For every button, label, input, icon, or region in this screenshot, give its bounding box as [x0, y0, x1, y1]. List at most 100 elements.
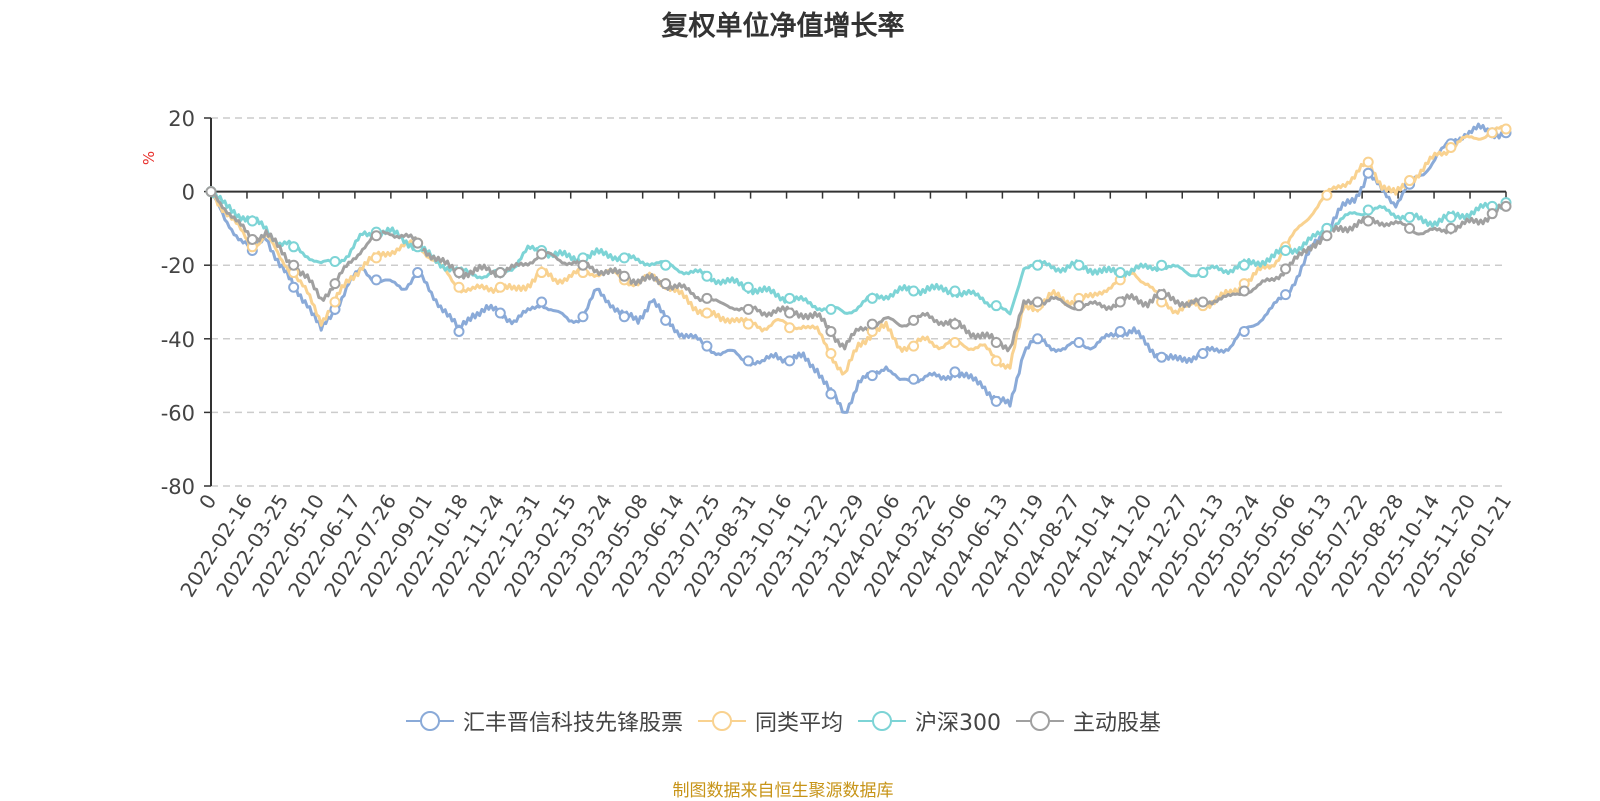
data-point: [1321, 189, 1333, 201]
data-point: [784, 322, 796, 334]
data-point: [784, 292, 796, 304]
data-point: [1073, 336, 1085, 348]
data-point: [412, 237, 424, 249]
data-point: [453, 281, 465, 293]
data-point: [701, 270, 713, 282]
series-line: [210, 190, 1508, 353]
data-point: [370, 274, 382, 286]
data-point: [1486, 127, 1498, 139]
data-point: [1445, 211, 1457, 223]
data-point: [701, 292, 713, 304]
legend-item[interactable]: 沪深300: [857, 705, 1001, 737]
data-point: [329, 278, 341, 290]
legend-label: 同类平均: [754, 711, 843, 736]
data-point: [1280, 244, 1292, 256]
legend-item[interactable]: 主动股基: [1015, 705, 1161, 737]
series-markers: [205, 123, 1512, 407]
data-point: [949, 336, 961, 348]
data-point: [1114, 296, 1126, 308]
x-tick-label: 0: [194, 490, 221, 514]
data-point: [1404, 175, 1416, 187]
data-point: [990, 336, 1002, 348]
data-point: [1362, 167, 1374, 179]
data-point: [288, 259, 300, 271]
data-point: [536, 296, 548, 308]
data-point: [288, 281, 300, 293]
data-point: [618, 252, 630, 264]
data-point: [990, 355, 1002, 367]
data-point: [866, 292, 878, 304]
data-point: [1156, 259, 1168, 271]
data-point: [370, 230, 382, 242]
data-point: [1156, 351, 1168, 363]
data-point: [494, 281, 506, 293]
data-point: [825, 388, 837, 400]
data-point: [1238, 285, 1250, 297]
data-point: [329, 296, 341, 308]
legend-label: 沪深300: [915, 711, 1001, 736]
legend-label: 汇丰晋信科技先锋股票: [462, 711, 683, 736]
data-point: [536, 267, 548, 279]
data-point: [742, 318, 754, 330]
data-point: [1362, 204, 1374, 216]
data-point: [660, 278, 672, 290]
data-point: [660, 314, 672, 326]
data-point: [825, 303, 837, 315]
y-tick-label: -20: [161, 254, 195, 278]
legend-swatch-icon: [405, 711, 454, 731]
legend-item[interactable]: 汇丰晋信科技先锋股票: [405, 705, 683, 737]
data-point: [1321, 230, 1333, 242]
legend-swatch-icon: [858, 711, 906, 731]
y-tick-label: -80: [161, 475, 195, 499]
data-point: [1404, 211, 1416, 223]
data-point: [1197, 296, 1209, 308]
data-point: [1404, 222, 1416, 234]
data-point: [908, 373, 920, 385]
data-point: [1500, 123, 1512, 135]
data-point: [1280, 289, 1292, 301]
chart-title: 复权单位净值增长率: [661, 11, 905, 42]
data-point: [866, 370, 878, 382]
data-point: [825, 325, 837, 337]
data-point: [742, 303, 754, 315]
series-line: [209, 190, 1508, 316]
data-point: [536, 248, 548, 260]
data-point: [1197, 348, 1209, 360]
data-point: [949, 366, 961, 378]
data-point: [370, 252, 382, 264]
data-point: [1032, 296, 1044, 308]
data-point: [825, 348, 837, 360]
data-point: [908, 314, 920, 326]
data-point: [1486, 208, 1498, 220]
data-point: [577, 259, 589, 271]
data-point: [949, 285, 961, 297]
data-point: [329, 256, 341, 268]
data-point: [577, 311, 589, 323]
data-point: [618, 270, 630, 282]
data-point: [246, 215, 258, 227]
data-point: [660, 259, 672, 271]
data-point: [1362, 156, 1374, 168]
data-point: [1114, 325, 1126, 337]
data-point: [1156, 289, 1168, 301]
grid-lines: [211, 117, 1506, 487]
y-axis-unit: %: [140, 151, 158, 165]
data-point: [1500, 200, 1512, 212]
data-point: [784, 355, 796, 367]
data-point: [618, 311, 630, 323]
source-note: 制图数据来自恒生聚源数据库: [672, 781, 894, 801]
legend: 汇丰晋信科技先锋股票 同类平均 沪深300 主动股基: [0, 705, 1566, 737]
data-point: [1238, 259, 1250, 271]
data-point: [784, 307, 796, 319]
data-point: [453, 325, 465, 337]
data-point: [1073, 259, 1085, 271]
data-point: [1445, 141, 1457, 153]
data-point: [1073, 300, 1085, 312]
data-point: [866, 318, 878, 330]
legend-item[interactable]: 同类平均: [697, 705, 843, 737]
series-line: [209, 122, 1508, 414]
data-point: [246, 233, 258, 245]
data-point: [908, 285, 920, 297]
data-point: [1032, 333, 1044, 345]
